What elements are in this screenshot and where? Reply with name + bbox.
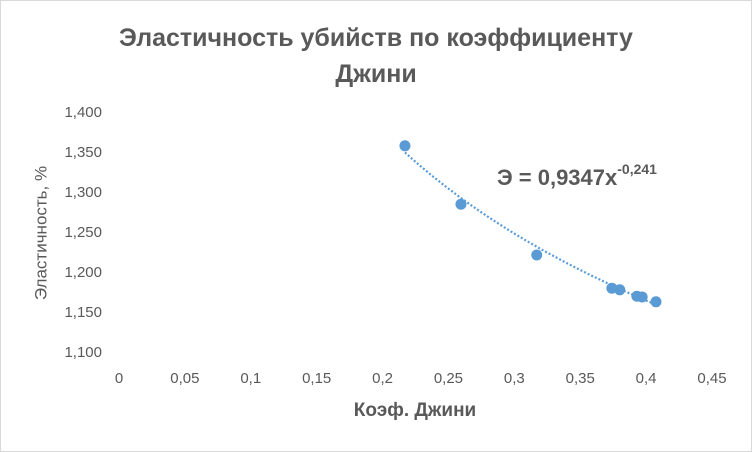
x-tick-label: 0,25 <box>434 370 463 387</box>
data-point <box>531 249 543 261</box>
x-tick-label: 0,45 <box>697 370 726 387</box>
x-tick-label: 0,05 <box>170 370 199 387</box>
y-tick-label: 1,300 <box>64 184 102 201</box>
equation-base: Э = 0,9347x <box>497 165 618 190</box>
equation-exponent: -0,241 <box>617 161 657 177</box>
y-tick-label: 1,400 <box>64 104 102 121</box>
x-axis-label: Коэф. Джини <box>354 400 476 421</box>
y-axis-label: Эластичность, % <box>31 166 50 300</box>
y-tick-label: 1,250 <box>64 224 102 241</box>
y-tick-label: 1,100 <box>64 344 102 361</box>
data-point <box>636 291 648 303</box>
trendline-equation: Э = 0,9347x-0,241 <box>497 161 657 190</box>
x-tick-label: 0,15 <box>302 370 331 387</box>
x-tick-label: 0,35 <box>566 370 595 387</box>
x-tick-label: 0,3 <box>504 370 525 387</box>
data-point <box>455 198 467 210</box>
data-point <box>614 284 626 296</box>
y-tick-label: 1,200 <box>64 264 102 281</box>
y-tick-label: 1,350 <box>64 144 102 161</box>
x-tick-label: 0,4 <box>636 370 657 387</box>
data-point <box>650 296 662 308</box>
y-tick-label: 1,150 <box>64 304 102 321</box>
x-tick-label: 0,2 <box>372 370 393 387</box>
data-point <box>399 140 411 152</box>
x-tick-label: 0 <box>115 370 123 387</box>
x-tick-label: 0,1 <box>240 370 261 387</box>
chart-title: Эластичность убийств по коэффициенту Джи… <box>119 24 633 88</box>
